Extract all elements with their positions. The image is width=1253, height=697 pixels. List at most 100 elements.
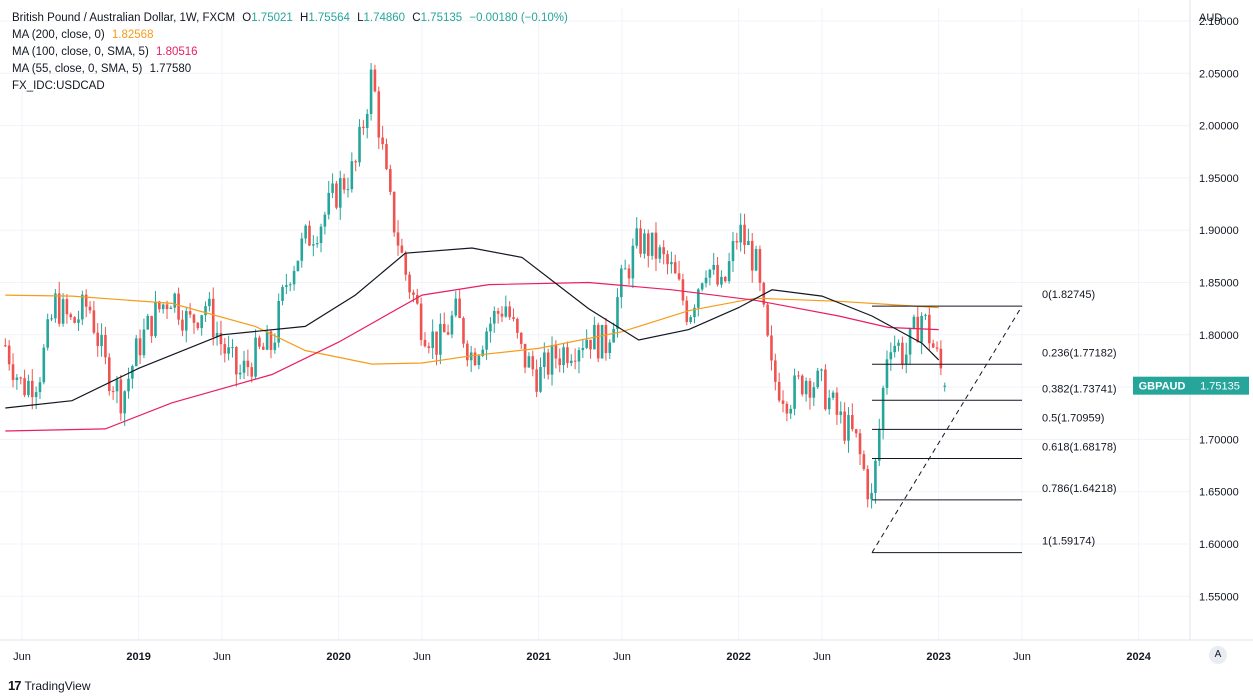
legend-close-label: C [412,12,421,24]
tradingview-logo[interactable]: 17 TradingView [8,678,91,693]
legend-ma55[interactable]: MA (55, close, 0, SMA, 5) 1.77580 [12,61,568,78]
candle-body [508,306,511,318]
candle-body [308,225,311,246]
candle-body [635,228,639,246]
candle-body [119,379,123,414]
moving-average-line [5,281,939,432]
candle-body [577,350,581,362]
candle-body [870,492,873,500]
last-price-badge [1191,376,1249,395]
fibonacci-retracement[interactable]: 0(1.82745) 0.236(1.77182) 0.382(1.73741) 0.… [871,289,1117,554]
fib-level-label: 0.5(1.70959) [1042,412,1104,424]
candle-body [820,369,823,371]
candle-body [877,428,881,461]
candle-body [519,332,523,344]
candle-body [639,228,642,254]
candle-body [824,369,827,410]
candle-body [789,408,793,414]
candle-body [616,297,619,329]
legend-ma100[interactable]: MA (100, close, 0, SMA, 5) 1.80516 [12,44,568,61]
legend-ma100-value: 1.80516 [155,46,198,58]
fib-trend-line [871,305,1023,553]
candle-body [881,387,885,429]
candle-body [750,240,754,271]
candle-body [354,161,357,163]
candle-body [481,349,485,356]
candle-body [473,352,477,366]
legend-main-series[interactable]: British Pound / Australian Dollar, 1W, F… [12,10,568,27]
candle-body [466,343,469,361]
candle-body [254,337,257,377]
legend-open-label: O [242,12,252,24]
x-tick-label: Jun [613,651,631,663]
symbol-badge-label: GBPAUD [1139,381,1186,393]
candle-body [504,306,508,317]
candle-body [219,332,223,345]
candle-body [381,137,384,145]
candle-body [211,298,215,338]
legend-compare-label: FX_IDC:USDCAD [12,80,105,92]
candle-body [177,293,180,320]
legend-change: −0.00180 (−0.10%) [469,12,568,24]
candle-body [450,315,454,335]
candle-body [543,352,546,368]
x-tick-label: Jun [213,651,231,663]
candle-body [831,392,835,398]
candle-body [131,366,134,379]
candle-body [377,91,381,138]
x-tick-label: 2022 [726,651,750,663]
candle-body [654,232,658,259]
candle-body [670,262,673,265]
candle-body [111,391,115,393]
candle-body [331,183,334,193]
candle-body [81,294,84,320]
candle-body [812,387,816,398]
candle-body [238,372,242,375]
candle-body [73,317,76,323]
y-tick-label: 2.00000 [1199,121,1239,133]
moving-average-line [5,247,940,409]
candle-body [943,385,947,387]
candle-body [827,397,831,410]
candle-body [42,347,46,383]
candle-body [816,370,819,388]
candle-body [50,318,53,320]
candle-body [123,391,126,414]
auto-scale-button[interactable]: A [1209,646,1227,664]
candle-body [196,322,200,329]
legend-ma100-label: MA (100, close, 0, SMA, 5) [12,46,149,58]
symbol-badge[interactable] [1133,376,1191,395]
x-tick-label: Jun [813,651,831,663]
candle-body [134,338,138,367]
x-tick-label: Jun [1013,651,1031,663]
chart-axes: 1.550001.600001.650001.700001.750001.800… [0,0,1253,663]
candle-body [46,319,49,348]
candle-body [700,283,704,290]
x-tick-label: 2021 [526,651,550,663]
legend-high: 1.75564 [308,12,350,24]
candle-body [562,347,565,366]
candle-body [258,337,261,347]
candle-body [169,307,173,310]
candle-body [92,310,96,333]
x-tick-label: Jun [13,651,31,663]
candle-body [365,113,369,128]
candle-body [292,270,296,285]
legend-open: 1.75021 [251,12,293,24]
legend-compare-symbol[interactable]: FX_IDC:USDCAD [12,78,568,95]
candle-body [57,293,61,324]
candle-body [693,307,696,318]
candle-body [673,262,677,274]
candle-body [138,338,142,356]
candle-body [327,192,331,215]
candle-body [935,347,939,349]
candle-body [54,293,57,319]
candle-body [173,293,177,308]
candle-body [747,240,750,246]
candle-body [631,245,635,279]
candle-body [107,357,111,392]
candle-body [839,411,843,415]
candle-body [550,344,554,375]
legend-ma200[interactable]: MA (200, close, 0) 1.82568 [12,27,568,44]
